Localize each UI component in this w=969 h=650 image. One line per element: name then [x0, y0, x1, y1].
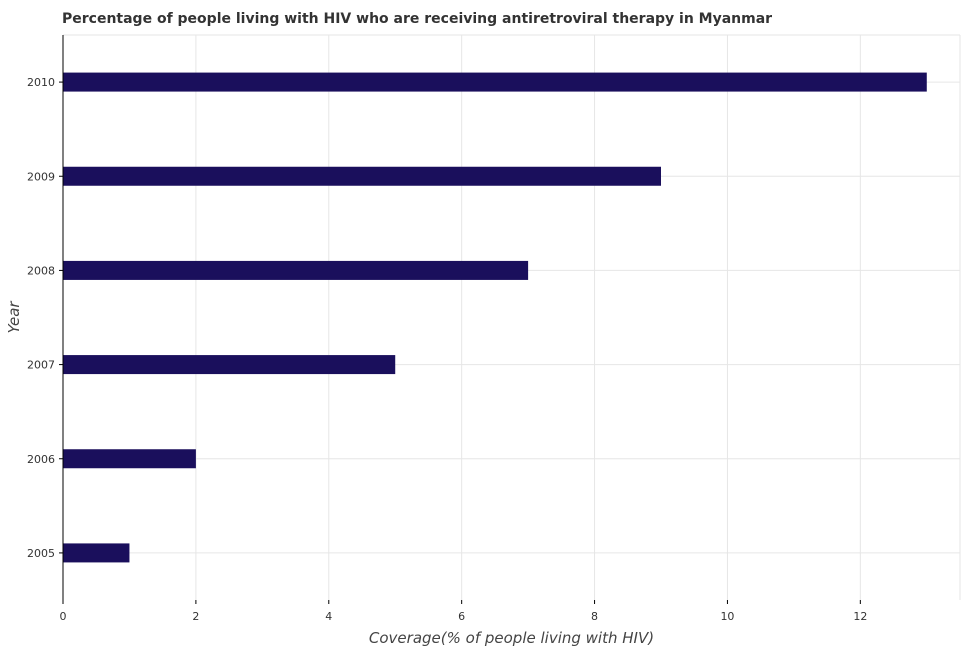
- x-tick-label: 12: [853, 610, 867, 623]
- bar-2008: [63, 260, 529, 280]
- y-tick-label: 2007: [27, 359, 55, 372]
- chart-title: Percentage of people living with HIV who…: [62, 11, 772, 27]
- bar-2007: [63, 355, 396, 375]
- tick-labels: 0 2 4 6 8 10 12 2005 2006 2007 2008 2009 2010: [27, 76, 867, 623]
- x-tick-label: 2: [192, 610, 199, 623]
- x-tick-label: 10: [720, 610, 734, 623]
- x-tick-label: 8: [591, 610, 598, 623]
- bar-2010: [63, 72, 927, 92]
- y-tick-label: 2006: [27, 453, 55, 466]
- x-tick-label: 4: [325, 610, 332, 623]
- y-tick-label: 2008: [27, 264, 55, 277]
- bar-2006: [63, 449, 196, 469]
- bar-2005: [63, 543, 130, 563]
- x-tick-label: 6: [458, 610, 465, 623]
- bars: [63, 72, 927, 563]
- x-tick-label: 0: [60, 610, 67, 623]
- y-tick-label: 2005: [27, 547, 55, 560]
- y-tick-label: 2009: [27, 170, 55, 183]
- y-tick-label: 2010: [27, 76, 55, 89]
- bar-2009: [63, 166, 661, 186]
- grid: [62, 34, 961, 600]
- x-axis-label: Coverage(% of people living with HIV): [369, 629, 654, 647]
- y-axis-label: Year: [5, 301, 23, 334]
